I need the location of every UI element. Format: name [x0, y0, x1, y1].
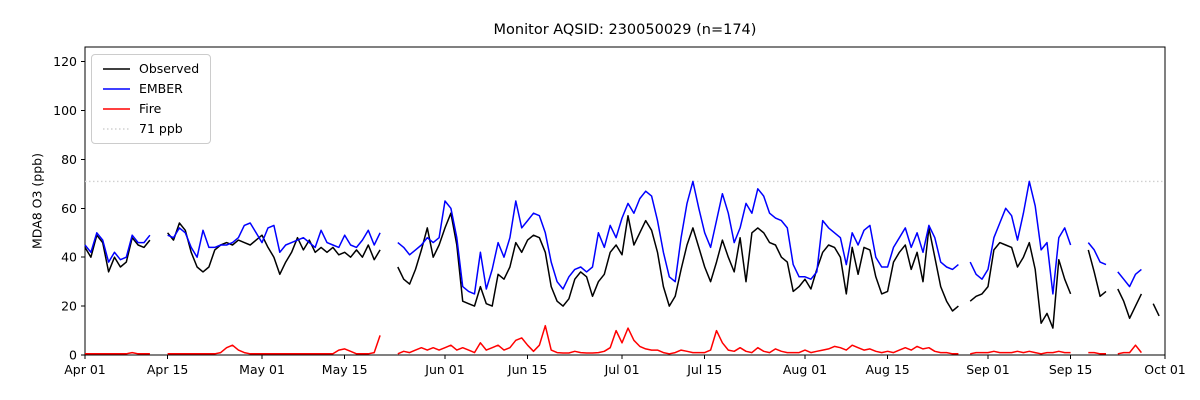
legend: Observed EMBER Fire 71 ppb [91, 54, 212, 144]
y-tick-label: 0 [69, 348, 77, 363]
x-tick-label: Jul 01 [604, 362, 640, 377]
y-tick-label: 40 [61, 250, 77, 265]
x-tick-label: Sep 15 [1049, 362, 1092, 377]
legend-swatch-observed [103, 68, 130, 70]
y-tick-label: 120 [53, 54, 77, 69]
x-tick-label: Jun 15 [507, 362, 547, 377]
x-tick-label: Jul 15 [686, 362, 722, 377]
series-fire-line [85, 324, 1142, 355]
legend-item-observed: Observed [103, 62, 199, 76]
legend-item-fire: Fire [103, 102, 199, 116]
legend-label-ember: EMBER [139, 81, 183, 96]
legend-swatch-threshold [103, 128, 130, 130]
series-ember-line [84, 180, 1142, 295]
y-tick-label: 100 [53, 103, 77, 118]
x-tick-label: Aug 01 [783, 362, 827, 377]
y-tick-label: 20 [61, 299, 77, 314]
y-tick-label: 80 [61, 152, 77, 167]
plot-frame [84, 46, 1166, 356]
y-tick-label: 60 [61, 201, 77, 216]
x-tick-label: Apr 01 [64, 362, 106, 377]
chart-title: Monitor AQSID: 230050029 (n=174) [493, 22, 757, 38]
legend-item-ember: EMBER [103, 82, 199, 96]
legend-label-fire: Fire [139, 101, 162, 116]
x-tick-label: May 01 [239, 362, 285, 377]
legend-item-threshold: 71 ppb [103, 122, 199, 136]
series-observed-line [84, 212, 1160, 329]
legend-label-observed: Observed [139, 61, 200, 76]
legend-label-threshold: 71 ppb [139, 121, 183, 136]
legend-swatch-ember [103, 88, 130, 90]
x-tick-label: Apr 15 [147, 362, 189, 377]
x-tick-label: May 15 [322, 362, 368, 377]
legend-swatch-fire [103, 108, 130, 110]
x-tick-label: Aug 15 [865, 362, 909, 377]
x-tick-label: Oct 01 [1144, 362, 1186, 377]
x-tick-label: Jun 01 [424, 362, 464, 377]
x-tick-label: Sep 01 [966, 362, 1009, 377]
